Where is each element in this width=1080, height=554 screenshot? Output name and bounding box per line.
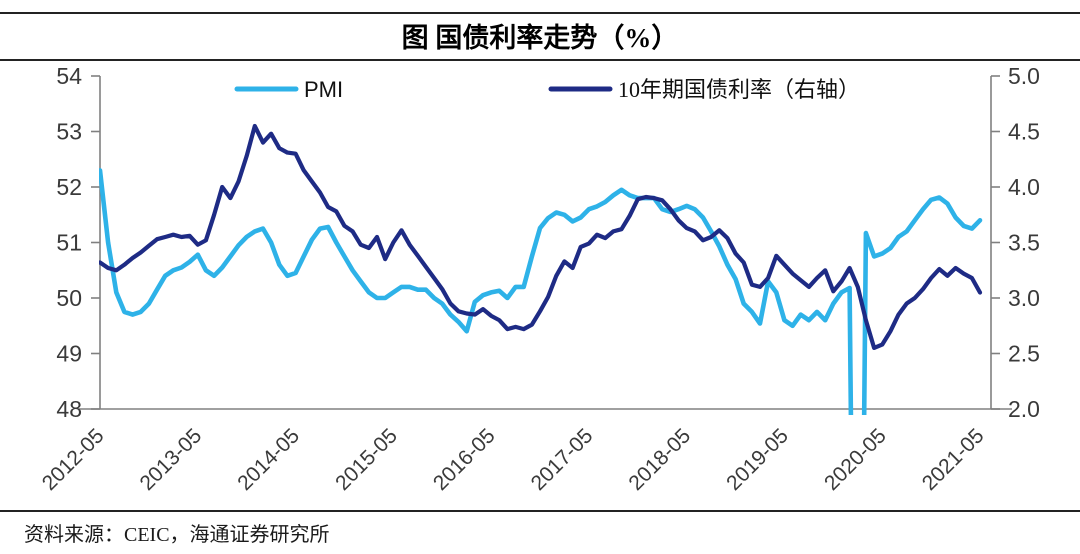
left-axis-tick-label: 49: [56, 341, 82, 367]
x-axis-tick-label: 2012-05: [38, 424, 109, 495]
top-divider: [0, 12, 1080, 14]
x-axis-tick-label: 2018-05: [624, 424, 695, 495]
chart-area: 54 53 52 51 50 49 48 5.0 4.5 4.0 3.5 3.0 2.5 2.0 2012-…: [0, 60, 1080, 510]
left-axis-tick-label: 54: [56, 63, 82, 89]
series-line-bond10y: [99, 123, 983, 350]
x-axis-tick-label: 2013-05: [136, 424, 207, 495]
source-note: 资料来源：CEIC，海通证券研究所: [24, 524, 330, 546]
right-axis-tick-label: 4.0: [1008, 174, 1040, 200]
left-axis-tick-label: 51: [56, 230, 82, 256]
bottom-divider: [0, 510, 1080, 512]
right-axis-tick-label: 2.0: [1008, 396, 1040, 422]
x-axis-tick-label: 2015-05: [331, 424, 402, 495]
x-axis-tick-label: 2017-05: [527, 424, 598, 495]
left-axis-tick-label: 52: [56, 174, 82, 200]
right-axis-tick-label: 3.5: [1008, 230, 1040, 256]
chart-title: 图 国债利率走势（%）: [401, 23, 679, 53]
right-axis-tick-label: 3.0: [1008, 285, 1040, 311]
legend-label-pmi: PMI: [304, 77, 343, 102]
right-axis-tick-label: 4.5: [1008, 119, 1040, 145]
x-axis-tick-label: 2014-05: [233, 424, 304, 495]
x-axis-tick-label: 2021-05: [918, 424, 989, 495]
right-axis-tick-label: 2.5: [1008, 341, 1040, 367]
right-axis-tick-label: 5.0: [1008, 63, 1040, 89]
title-divider: [0, 59, 1080, 61]
series-line-pmi: [99, 168, 983, 415]
legend-label-bond10y: 10年期国债利率（右轴）: [618, 77, 860, 102]
left-axis-tick-label: 53: [56, 119, 82, 145]
x-axis-tick-label: 2016-05: [429, 424, 500, 495]
x-axis-tick-label: 2020-05: [820, 424, 891, 495]
x-axis-tick-label: 2019-05: [722, 424, 793, 495]
left-axis-tick-label: 48: [56, 396, 82, 422]
line-chart: 54 53 52 51 50 49 48 5.0 4.5 4.0 3.5 3.0 2.5 2.0 2012-…: [38, 63, 1040, 495]
left-axis-tick-label: 50: [56, 285, 82, 311]
